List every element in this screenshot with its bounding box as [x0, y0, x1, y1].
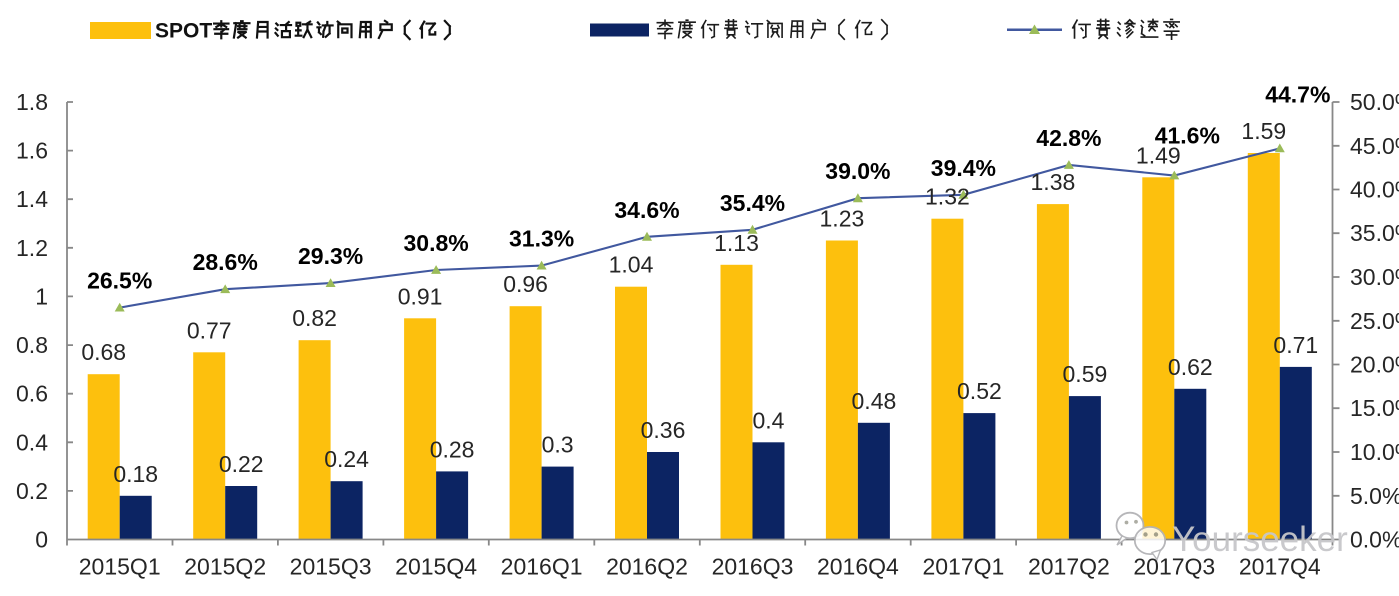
- svg-text:15.0%: 15.0%: [1350, 395, 1399, 421]
- svg-text:35.0%: 35.0%: [1350, 220, 1399, 246]
- svg-text:2015Q1: 2015Q1: [79, 553, 161, 579]
- svg-text:28.6%: 28.6%: [193, 249, 258, 275]
- svg-text:1.38: 1.38: [1031, 169, 1076, 195]
- svg-text:26.5%: 26.5%: [87, 268, 152, 294]
- svg-text:2016Q3: 2016Q3: [712, 553, 794, 579]
- svg-text:0.8: 0.8: [16, 332, 48, 358]
- svg-text:0.62: 0.62: [1168, 354, 1213, 380]
- svg-text:2015Q2: 2015Q2: [184, 553, 266, 579]
- svg-text:1: 1: [35, 283, 48, 309]
- svg-text:1.59: 1.59: [1241, 118, 1286, 144]
- svg-text:0.24: 0.24: [324, 446, 369, 472]
- svg-text:20.0%: 20.0%: [1350, 352, 1399, 378]
- svg-text:39.0%: 39.0%: [825, 158, 890, 184]
- svg-text:39.4%: 39.4%: [931, 155, 996, 181]
- svg-text:0.3: 0.3: [542, 432, 574, 458]
- svg-text:31.3%: 31.3%: [509, 226, 574, 252]
- svg-text:0.96: 0.96: [503, 271, 548, 297]
- svg-text:2016Q1: 2016Q1: [501, 553, 583, 579]
- svg-text:0.68: 0.68: [81, 339, 126, 365]
- svg-text:2017Q3: 2017Q3: [1133, 553, 1215, 579]
- svg-text:30.8%: 30.8%: [403, 230, 468, 256]
- svg-text:41.6%: 41.6%: [1155, 123, 1220, 149]
- svg-text:25.0%: 25.0%: [1350, 308, 1399, 334]
- svg-text:0.6: 0.6: [16, 381, 48, 407]
- svg-text:40.0%: 40.0%: [1350, 177, 1399, 203]
- svg-text:50.0%: 50.0%: [1350, 89, 1399, 115]
- svg-text:35.4%: 35.4%: [720, 190, 785, 216]
- svg-text:0.18: 0.18: [113, 461, 158, 487]
- svg-text:42.8%: 42.8%: [1036, 125, 1101, 151]
- svg-text:2017Q4: 2017Q4: [1239, 553, 1321, 579]
- svg-text:1.04: 1.04: [609, 252, 654, 278]
- svg-text:2016Q4: 2016Q4: [817, 553, 899, 579]
- svg-text:45.0%: 45.0%: [1350, 133, 1399, 159]
- svg-text:5.0%: 5.0%: [1350, 483, 1399, 509]
- svg-text:2015Q4: 2015Q4: [395, 553, 477, 579]
- svg-text:0.48: 0.48: [852, 388, 897, 414]
- svg-text:0.82: 0.82: [292, 305, 337, 331]
- svg-text:1.4: 1.4: [16, 186, 48, 212]
- svg-text:2015Q3: 2015Q3: [290, 553, 372, 579]
- svg-text:2017Q1: 2017Q1: [922, 553, 1004, 579]
- svg-text:2017Q2: 2017Q2: [1028, 553, 1110, 579]
- svg-text:0.4: 0.4: [753, 407, 785, 433]
- svg-text:0.4: 0.4: [16, 429, 48, 455]
- svg-text:0.28: 0.28: [430, 436, 475, 462]
- svg-text:10.0%: 10.0%: [1350, 439, 1399, 465]
- svg-text:Yourseeker: Yourseeker: [1172, 520, 1348, 559]
- svg-text:1.23: 1.23: [820, 206, 865, 232]
- svg-text:1.6: 1.6: [16, 138, 48, 164]
- svg-text:0.91: 0.91: [398, 283, 443, 309]
- svg-text:44.7%: 44.7%: [1265, 81, 1330, 107]
- svg-text:1.49: 1.49: [1136, 142, 1181, 168]
- svg-text:1.13: 1.13: [714, 230, 759, 256]
- svg-text:34.6%: 34.6%: [614, 197, 679, 223]
- svg-text:0.22: 0.22: [219, 451, 264, 477]
- svg-text:1.2: 1.2: [16, 235, 48, 261]
- svg-text:0.71: 0.71: [1273, 332, 1318, 358]
- svg-text:0.2: 0.2: [16, 478, 48, 504]
- svg-text:0: 0: [35, 527, 48, 553]
- svg-text:0.36: 0.36: [641, 417, 686, 443]
- svg-text:30.0%: 30.0%: [1350, 264, 1399, 290]
- svg-text:SPOT: SPOT: [155, 20, 212, 43]
- svg-text:29.3%: 29.3%: [298, 243, 363, 269]
- svg-text:1.32: 1.32: [925, 184, 970, 210]
- svg-text:1.8: 1.8: [16, 89, 48, 115]
- svg-text:0.52: 0.52: [957, 378, 1002, 404]
- svg-text:0.77: 0.77: [187, 317, 232, 343]
- svg-text:2016Q2: 2016Q2: [606, 553, 688, 579]
- svg-text:0.0%: 0.0%: [1350, 527, 1399, 553]
- svg-text:0.59: 0.59: [1063, 361, 1108, 387]
